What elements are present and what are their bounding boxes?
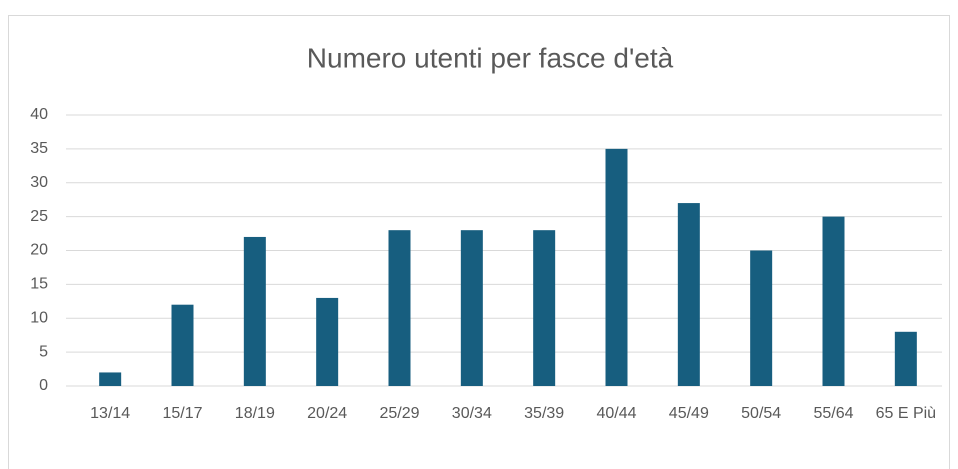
x-tick-label: 65 E Più <box>876 405 936 422</box>
bar <box>316 297 339 386</box>
y-tick-label: 40 <box>30 106 48 123</box>
bar <box>822 216 845 386</box>
x-tick-label: 35/39 <box>524 405 564 422</box>
bar <box>460 230 483 386</box>
bar <box>243 236 266 386</box>
x-tick-label: 50/54 <box>741 405 781 422</box>
x-tick-label: 55/64 <box>813 405 853 422</box>
chart-title: Numero utenti per fasce d'età <box>307 42 674 73</box>
bar <box>388 230 411 386</box>
x-tick-label: 40/44 <box>596 405 636 422</box>
x-tick-label: 30/34 <box>452 405 492 422</box>
y-tick-label: 5 <box>39 343 48 360</box>
x-tick-label: 15/17 <box>162 405 202 422</box>
y-tick-label: 35 <box>30 140 48 157</box>
y-tick-label: 20 <box>30 242 48 259</box>
bar <box>99 372 122 386</box>
bar <box>750 250 773 386</box>
y-tick-label: 25 <box>30 208 48 225</box>
x-tick-label: 25/29 <box>379 405 419 422</box>
y-tick-label: 10 <box>30 309 48 326</box>
bar <box>533 230 556 386</box>
x-tick-label: 20/24 <box>307 405 347 422</box>
y-tick-label: 15 <box>30 276 48 293</box>
bar <box>171 304 194 386</box>
bar <box>894 331 917 386</box>
y-tick-label: 0 <box>39 377 48 394</box>
bar <box>677 203 700 386</box>
y-tick-label: 30 <box>30 174 48 191</box>
x-tick-label: 45/49 <box>669 405 709 422</box>
x-tick-label: 13/14 <box>90 405 130 422</box>
x-tick-label: 18/19 <box>235 405 275 422</box>
bar <box>605 148 628 386</box>
